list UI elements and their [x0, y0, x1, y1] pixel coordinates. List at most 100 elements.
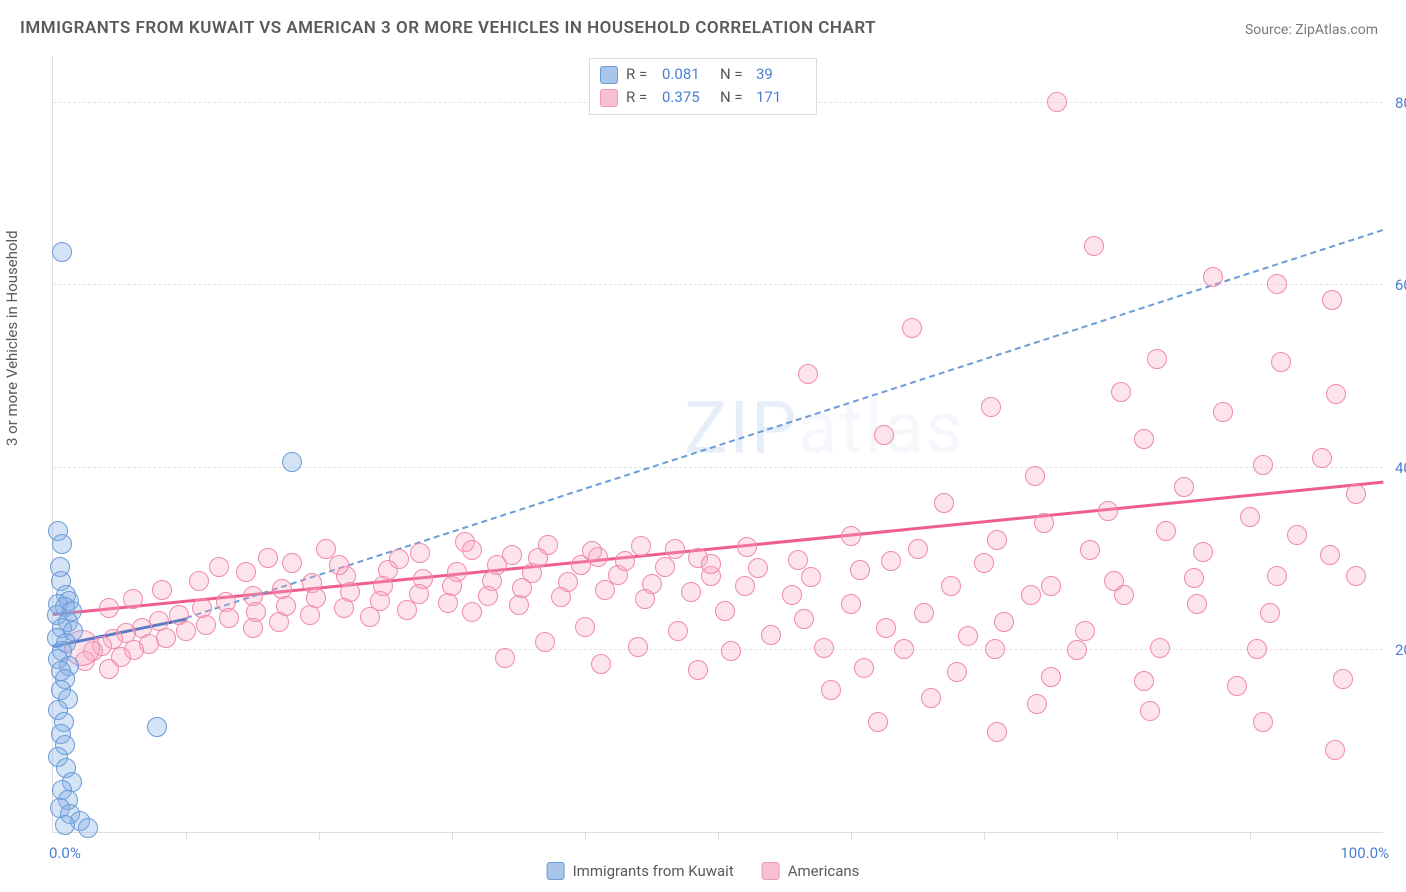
n-label: N = [720, 86, 748, 109]
scatter-point-pink [1240, 507, 1260, 527]
scatter-point-pink [99, 598, 119, 618]
source-prefix: Source: [1245, 22, 1292, 38]
scatter-point-pink [1134, 671, 1154, 691]
scatter-point-pink [782, 585, 802, 605]
x-tick [186, 832, 187, 840]
scatter-point-pink [219, 608, 239, 628]
scatter-point-pink [655, 557, 675, 577]
watermark: ZIPatlas [684, 386, 964, 471]
swatch-pink-icon [762, 862, 780, 880]
scatter-point-blue [282, 452, 302, 472]
scatter-point-pink [974, 553, 994, 573]
scatter-point-pink [1075, 621, 1095, 641]
scatter-point-pink [1325, 740, 1345, 760]
x-label-min: 0.0% [49, 844, 81, 862]
scatter-point-blue [52, 534, 72, 554]
chart-title: IMMIGRANTS FROM KUWAIT VS AMERICAN 3 OR … [20, 18, 876, 38]
scatter-point-pink [958, 626, 978, 646]
scatter-point-pink [1253, 455, 1273, 475]
scatter-point-pink [1320, 545, 1340, 565]
scatter-point-pink [1084, 236, 1104, 256]
scatter-point-pink [1187, 594, 1207, 614]
legend-item-blue: Immigrants from Kuwait [547, 862, 734, 880]
scatter-point-pink [1346, 566, 1366, 586]
x-tick [851, 832, 852, 840]
scatter-point-pink [123, 589, 143, 609]
x-tick [1117, 832, 1118, 840]
scatter-point-pink [1134, 429, 1154, 449]
scatter-point-pink [495, 648, 515, 668]
x-tick [1250, 832, 1251, 840]
scatter-point-pink [1034, 513, 1054, 533]
scatter-point-blue [78, 818, 98, 838]
scatter-point-pink [1326, 384, 1346, 404]
scatter-point-pink [1271, 352, 1291, 372]
scatter-point-pink [761, 625, 781, 645]
scatter-point-pink [1213, 402, 1233, 422]
scatter-point-pink [801, 567, 821, 587]
scatter-point-pink [152, 580, 172, 600]
scatter-point-pink [1080, 540, 1100, 560]
source-name: ZipAtlas.com [1295, 22, 1378, 38]
swatch-pink-icon [600, 89, 618, 107]
r-value-pink: 0.375 [662, 86, 712, 109]
scatter-point-pink [1027, 694, 1047, 714]
scatter-point-pink [794, 609, 814, 629]
scatter-point-pink [798, 364, 818, 384]
chart-container: IMMIGRANTS FROM KUWAIT VS AMERICAN 3 OR … [0, 0, 1406, 892]
scatter-point-pink [981, 397, 1001, 417]
scatter-point-pink [987, 722, 1007, 742]
y-tick-label: 60.0% [1387, 276, 1406, 294]
scatter-point-pink [209, 557, 229, 577]
scatter-point-pink [1067, 640, 1087, 660]
scatter-point-pink [397, 600, 417, 620]
scatter-point-pink [189, 571, 209, 591]
scatter-point-pink [850, 560, 870, 580]
scatter-point-pink [99, 659, 119, 679]
scatter-point-blue [52, 242, 72, 262]
scatter-point-pink [236, 562, 256, 582]
scatter-point-pink [1253, 712, 1273, 732]
n-value-pink: 171 [756, 86, 806, 109]
scatter-point-pink [985, 639, 1005, 659]
scatter-point-pink [688, 660, 708, 680]
scatter-point-pink [1267, 274, 1287, 294]
scatter-point-pink [628, 637, 648, 657]
stats-legend: R = 0.081 N = 39 R = 0.375 N = 171 [589, 58, 817, 115]
scatter-point-pink [1025, 466, 1045, 486]
scatter-point-pink [1047, 92, 1067, 112]
scatter-point-pink [360, 607, 380, 627]
y-tick-label: 80.0% [1387, 94, 1406, 112]
scatter-point-blue [147, 717, 167, 737]
scatter-point-pink [1333, 669, 1353, 689]
scatter-point-pink [551, 587, 571, 607]
scatter-point-pink [462, 540, 482, 560]
scatter-point-pink [748, 558, 768, 578]
scatter-point-pink [300, 605, 320, 625]
r-value-blue: 0.081 [662, 63, 712, 86]
scatter-point-pink [462, 602, 482, 622]
scatter-point-pink [715, 601, 735, 621]
scatter-point-pink [1156, 521, 1176, 541]
scatter-point-pink [243, 618, 263, 638]
x-tick [585, 832, 586, 840]
scatter-point-pink [582, 541, 602, 561]
r-label: R = [626, 63, 654, 86]
scatter-point-pink [1041, 667, 1061, 687]
scatter-point-pink [814, 638, 834, 658]
scatter-point-pink [329, 555, 349, 575]
scatter-point-pink [1021, 585, 1041, 605]
scatter-point-pink [1267, 566, 1287, 586]
stats-row-pink: R = 0.375 N = 171 [600, 86, 806, 109]
scatter-point-pink [894, 639, 914, 659]
scatter-point-pink [631, 536, 651, 556]
y-tick-label: 20.0% [1387, 641, 1406, 659]
swatch-blue-icon [547, 862, 565, 880]
swatch-blue-icon [600, 66, 618, 84]
scatter-point-pink [1346, 484, 1366, 504]
scatter-point-pink [668, 621, 688, 641]
scatter-point-pink [934, 493, 954, 513]
scatter-point-pink [735, 576, 755, 596]
plot-area: ZIPatlas 20.0%40.0%60.0%80.0%0.0%100.0% [52, 56, 1383, 833]
scatter-point-pink [841, 594, 861, 614]
